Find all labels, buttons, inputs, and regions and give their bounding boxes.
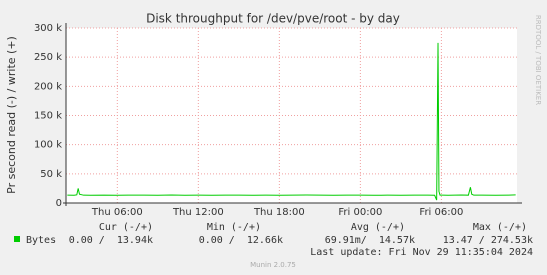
y-tick-label: 150 k: [34, 111, 62, 122]
y-axis-label: Pr second read (-) / write (+): [5, 36, 18, 194]
stat-header: Min (-/+): [207, 222, 261, 233]
x-tick-label: Fri 00:00: [338, 207, 382, 218]
legend-swatch: [14, 236, 20, 242]
stat-value: 0.00 / 13.94k: [69, 235, 153, 246]
x-tick-label: Thu 18:00: [253, 207, 305, 218]
y-tick-label: 250 k: [34, 52, 62, 63]
last-update: Last update: Fri Nov 29 11:35:04 2024: [310, 247, 533, 258]
stat-header: Cur (-/+): [99, 222, 153, 233]
series-line: [67, 42, 516, 201]
legend-entry: Bytes: [26, 235, 56, 246]
y-tick-label: 200 k: [34, 81, 62, 92]
x-tick-label: Thu 12:00: [172, 207, 224, 218]
footer: Munin 2.0.75: [250, 261, 296, 269]
x-tick-label: Fri 06:00: [419, 207, 463, 218]
y-tick-label: 100 k: [34, 140, 62, 151]
stat-value: 69.91m/ 14.57k: [325, 235, 415, 246]
y-tick-label: 50 k: [40, 169, 62, 180]
side-text: RRDTOOL / TOBI OETIKER: [534, 15, 542, 105]
y-tick-label: 300 k: [34, 23, 62, 34]
stat-header: Max (-/+): [473, 222, 527, 233]
stat-header: Avg (-/+): [351, 222, 405, 233]
stat-value: 0.00 / 12.66k: [199, 235, 283, 246]
stat-value: 13.47 / 274.53k: [443, 235, 533, 246]
x-tick-label: Thu 06:00: [91, 207, 143, 218]
y-tick-label: 0: [56, 198, 62, 209]
chart-title: Disk throughput for /dev/pve/root - by d…: [146, 12, 400, 26]
